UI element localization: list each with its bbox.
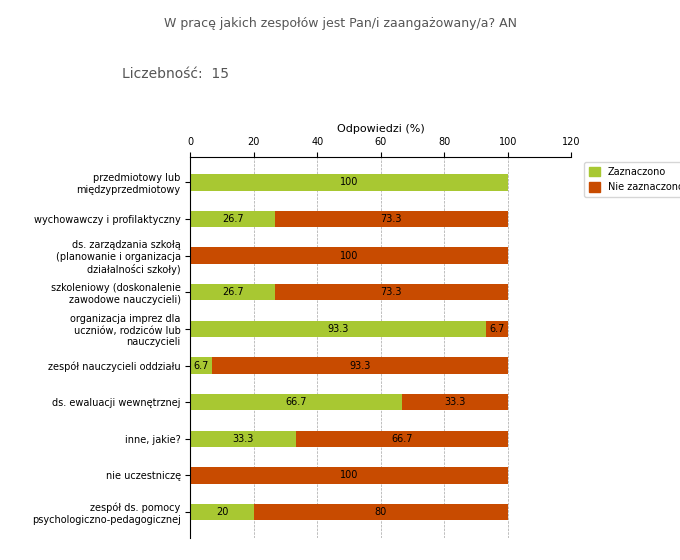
Text: 20: 20: [216, 507, 228, 517]
Bar: [190, 211, 275, 227]
Text: 33.3: 33.3: [444, 397, 466, 407]
Bar: [190, 174, 508, 190]
Text: 100: 100: [340, 470, 358, 480]
Text: 66.7: 66.7: [391, 434, 413, 444]
Text: 93.3: 93.3: [328, 324, 349, 334]
Bar: [211, 357, 508, 374]
Text: 26.7: 26.7: [222, 214, 243, 224]
Text: 73.3: 73.3: [381, 214, 402, 224]
Text: 66.7: 66.7: [286, 397, 307, 407]
Bar: [190, 431, 296, 447]
Bar: [190, 357, 211, 374]
Bar: [190, 284, 275, 301]
Bar: [486, 321, 508, 337]
Bar: [275, 284, 508, 301]
Text: 80: 80: [375, 507, 387, 517]
Bar: [190, 467, 508, 484]
Text: 93.3: 93.3: [349, 361, 371, 371]
Bar: [190, 394, 402, 410]
Text: 6.7: 6.7: [490, 324, 505, 334]
Bar: [275, 211, 508, 227]
Text: 100: 100: [340, 178, 358, 188]
Text: 73.3: 73.3: [381, 287, 402, 297]
X-axis label: Odpowiedzi (%): Odpowiedzi (%): [337, 124, 425, 133]
Bar: [190, 321, 486, 337]
Text: 26.7: 26.7: [222, 287, 243, 297]
Text: W pracę jakich zespołów jest Pan/i zaangażowany/a? AN: W pracę jakich zespołów jest Pan/i zaang…: [163, 17, 517, 30]
Bar: [296, 431, 508, 447]
Text: 33.3: 33.3: [233, 434, 254, 444]
Bar: [190, 504, 254, 520]
Legend: Zaznaczono, Nie zaznaczono: Zaznaczono, Nie zaznaczono: [583, 162, 680, 197]
Text: Liczebność:  15: Liczebność: 15: [122, 67, 229, 81]
Bar: [190, 248, 508, 264]
Bar: [254, 504, 508, 520]
Text: 100: 100: [340, 251, 358, 260]
Text: 6.7: 6.7: [193, 361, 209, 371]
Bar: [402, 394, 508, 410]
